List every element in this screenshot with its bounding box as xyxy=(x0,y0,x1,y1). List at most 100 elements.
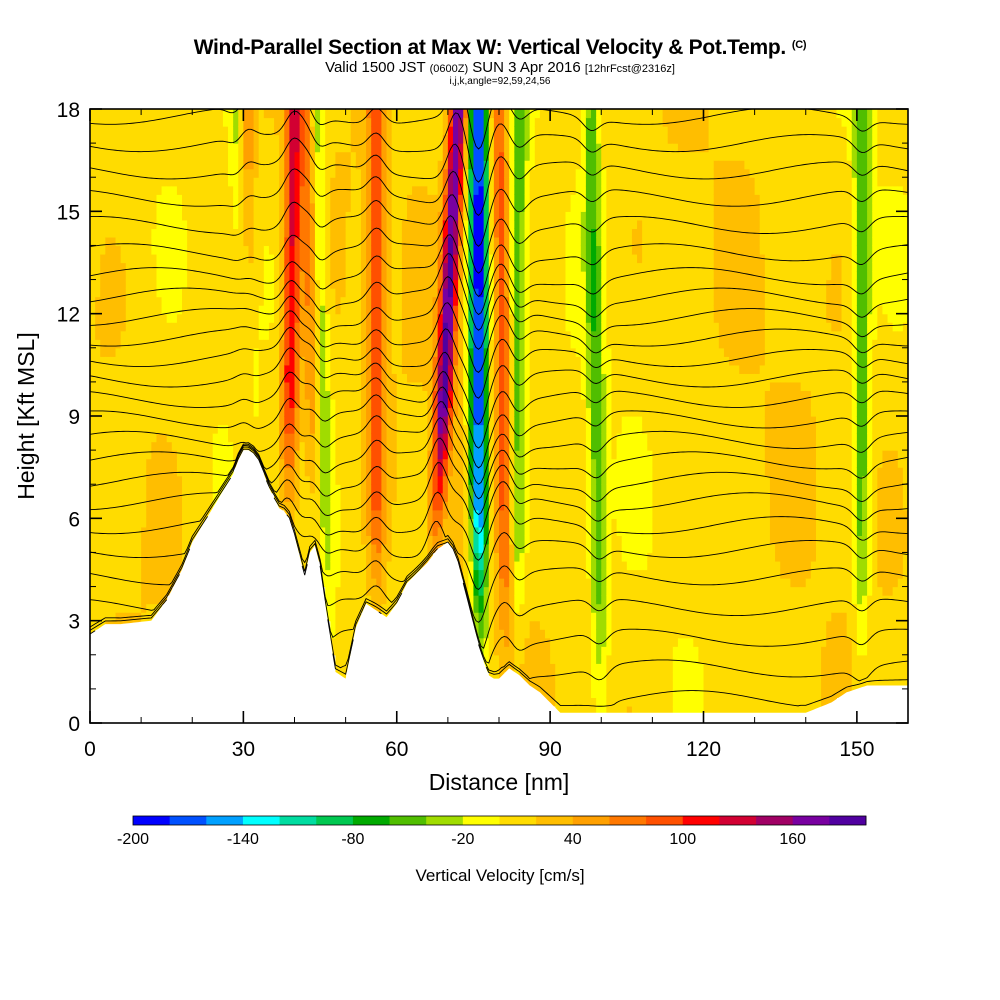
w-cell xyxy=(289,407,296,417)
w-cell xyxy=(192,339,198,349)
w-cell xyxy=(478,433,485,443)
w-cell xyxy=(396,450,403,460)
w-cell xyxy=(279,305,285,315)
w-cell xyxy=(376,347,383,357)
w-cell xyxy=(478,603,485,613)
w-cell xyxy=(452,441,459,451)
w-cell xyxy=(151,228,158,238)
w-cell xyxy=(325,560,331,571)
w-cell xyxy=(233,313,239,323)
w-cell xyxy=(309,407,316,417)
w-cell xyxy=(130,390,137,400)
w-cell xyxy=(478,271,485,281)
w-cell xyxy=(381,441,388,451)
w-cell xyxy=(499,168,505,178)
w-cell xyxy=(401,509,408,519)
w-cell xyxy=(519,535,526,545)
w-cell xyxy=(452,185,459,195)
w-cell xyxy=(330,330,336,340)
w-cell xyxy=(330,117,336,127)
w-cell xyxy=(120,126,127,136)
w-cell xyxy=(335,416,342,426)
w-cell xyxy=(314,109,321,119)
w-cell xyxy=(488,288,495,298)
w-cell xyxy=(130,236,137,247)
w-cell xyxy=(309,271,316,281)
w-cell xyxy=(524,646,531,656)
w-cell xyxy=(432,126,439,136)
w-cell xyxy=(360,492,367,502)
w-cell xyxy=(274,450,280,460)
w-cell xyxy=(345,467,352,477)
w-cell xyxy=(422,279,429,289)
w-cell xyxy=(452,364,459,374)
w-cell xyxy=(330,543,336,554)
w-cell xyxy=(442,134,449,144)
w-cell xyxy=(304,262,311,272)
w-cell xyxy=(248,347,255,357)
w-cell xyxy=(391,109,398,119)
w-cell xyxy=(125,578,132,588)
w-cell xyxy=(422,356,429,366)
w-cell xyxy=(519,339,526,349)
w-cell xyxy=(100,356,106,366)
w-cell xyxy=(233,373,239,383)
w-cell xyxy=(141,194,147,204)
w-cell xyxy=(345,271,352,281)
w-cell xyxy=(263,262,270,272)
w-cell xyxy=(320,143,326,153)
w-cell xyxy=(524,202,531,212)
w-cell xyxy=(325,501,331,511)
w-cell xyxy=(136,424,142,434)
w-cell xyxy=(447,347,454,357)
w-cell xyxy=(514,398,521,409)
w-cell xyxy=(468,185,475,195)
w-cell xyxy=(238,177,244,187)
w-cell xyxy=(309,228,316,238)
w-cell xyxy=(309,509,316,519)
w-cell xyxy=(105,160,112,170)
w-cell xyxy=(238,305,244,315)
w-cell xyxy=(345,543,352,554)
w-cell xyxy=(447,424,454,434)
w-cell xyxy=(274,109,280,119)
w-cell xyxy=(248,407,255,417)
w-cell xyxy=(386,177,393,187)
w-cell xyxy=(233,262,239,272)
w-cell xyxy=(406,501,413,511)
w-cell xyxy=(391,586,398,596)
w-cell xyxy=(493,236,500,247)
w-cell xyxy=(187,262,193,272)
w-cell xyxy=(248,416,255,426)
w-cell xyxy=(212,194,219,204)
w-cell xyxy=(499,475,505,485)
w-cell xyxy=(182,398,188,409)
w-cell xyxy=(335,322,342,332)
w-cell xyxy=(417,373,423,383)
w-cell xyxy=(488,185,495,195)
w-cell xyxy=(207,236,214,247)
w-cell xyxy=(442,117,449,127)
w-cell xyxy=(105,339,112,349)
w-cell xyxy=(110,126,117,136)
w-cell xyxy=(366,219,372,229)
w-cell xyxy=(176,356,183,366)
w-cell xyxy=(202,356,209,366)
w-cell xyxy=(279,262,285,272)
w-cell xyxy=(422,390,429,400)
w-cell xyxy=(136,492,142,502)
w-cell xyxy=(263,441,270,451)
w-cell xyxy=(253,305,260,315)
w-cell xyxy=(417,450,423,460)
w-cell xyxy=(406,416,413,426)
w-cell xyxy=(151,271,158,281)
w-cell xyxy=(284,168,290,178)
w-cell xyxy=(105,177,112,187)
w-cell xyxy=(396,560,403,571)
w-cell xyxy=(509,475,515,485)
w-cell xyxy=(110,560,117,571)
w-cell xyxy=(330,339,336,349)
w-cell xyxy=(366,543,372,554)
w-cell xyxy=(514,339,521,349)
w-cell xyxy=(417,160,423,170)
